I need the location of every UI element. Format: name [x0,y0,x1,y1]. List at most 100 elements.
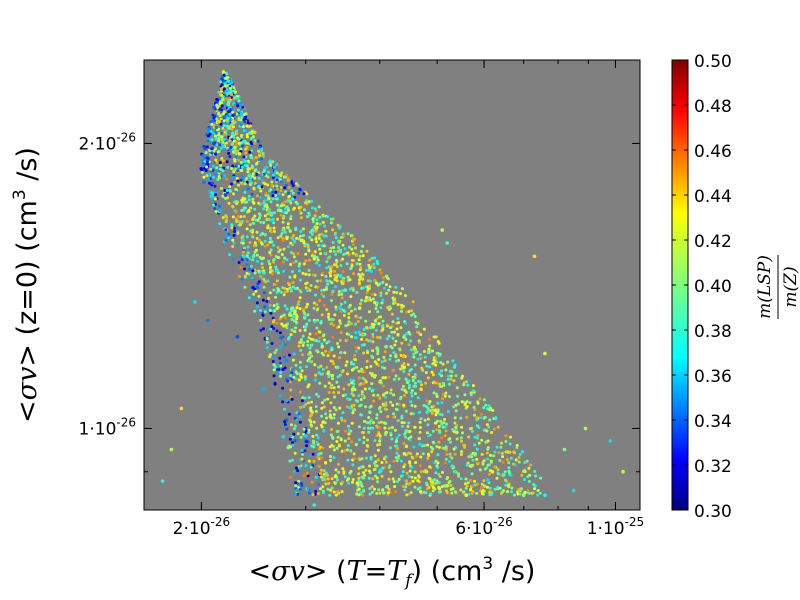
cloud-point [371,388,375,392]
cloud-point [314,332,318,336]
cloud-point [445,489,448,493]
cloud-point [276,256,280,259]
cloud-point [341,243,345,247]
cloud-point [340,296,344,300]
scatter-point [290,306,295,310]
cloud-point [499,445,503,449]
cloud-point [407,379,411,383]
cloud-point [354,443,358,447]
cloud-point [304,201,308,205]
cloud-point [283,230,287,234]
scatter-point [521,493,526,498]
cloud-point [339,310,343,314]
cloud-point [272,288,276,292]
cloud-point [281,228,285,232]
cloud-point [421,452,425,456]
cloud-point [226,91,229,95]
cloud-point [443,394,447,398]
cloud-point [285,211,289,215]
scatter-point [262,387,266,392]
cloud-point [253,130,257,134]
cloud-point [307,401,311,405]
cloud-point [339,264,343,267]
cloud-point [358,275,362,279]
cloud-point [304,282,308,286]
cloud-point [346,478,349,482]
cloud-point [400,414,404,418]
cloud-point [266,226,270,230]
cloud-point [463,393,467,397]
cloud-point [500,441,503,445]
cloud-point [438,412,442,416]
cloud-point [337,391,341,395]
cloud-point [404,485,408,489]
cloud-point [445,477,449,481]
cloud-point [242,155,246,159]
cloud-point [509,435,512,439]
cloud-point [233,230,237,233]
cloud-point [435,428,439,432]
cloud-point [388,464,392,468]
cloud-point [394,359,398,363]
cloud-point [352,362,356,366]
cloud-point [318,222,322,226]
cloud-point [469,488,472,492]
cloud-point [276,217,279,221]
cloud-point [366,351,370,355]
cloud-point [302,241,306,245]
cloud-point [243,107,247,111]
cloud-point [448,452,452,456]
cloud-point [465,415,469,419]
cloud-point [396,456,400,460]
cloud-point [269,218,273,222]
cloud-point [378,268,382,272]
cloud-point [283,290,287,294]
cloud-point [396,303,400,307]
cloud-point [402,370,406,373]
cloud-point [278,345,282,349]
cloud-point [237,141,241,145]
cloud-point [225,189,229,192]
cloud-point [413,485,417,489]
cloud-point [452,379,456,383]
cloud-point [426,456,430,460]
cloud-point [383,456,387,460]
cloud-point [419,490,422,494]
cloud-point [406,363,410,367]
cloud-point [478,397,482,401]
cloud-point [251,200,255,204]
cloud-point [337,290,341,293]
cloud-point [222,114,226,118]
cloud-point [251,286,255,290]
cloud-point [251,165,255,168]
cloud-point [439,419,443,423]
cloud-point [314,489,318,493]
scatter-point [257,185,261,189]
cloud-point [279,174,283,177]
cloud-point [280,232,284,236]
cloud-point [274,197,278,201]
cloud-point [403,389,407,393]
cloud-point [479,486,483,490]
cloud-point [285,399,289,403]
cloud-point [381,376,385,380]
cloud-point [360,343,364,347]
cloud-point [350,264,354,268]
cloud-point [399,459,403,463]
cloud-point [298,234,302,238]
cloud-point [268,308,272,312]
cloud-point [325,287,328,291]
cloud-point [407,421,411,425]
cloud-point [281,386,285,390]
scatter-point [608,439,613,443]
cloud-point [316,285,320,289]
cloud-point [266,183,270,187]
cloud-point [245,219,249,223]
cloud-point [319,239,323,243]
cloud-point [249,206,253,210]
cloud-point [264,280,268,284]
cloud-point [320,342,324,346]
cloud-point [254,248,258,252]
cloud-point [388,285,392,289]
cloud-point [273,351,277,355]
